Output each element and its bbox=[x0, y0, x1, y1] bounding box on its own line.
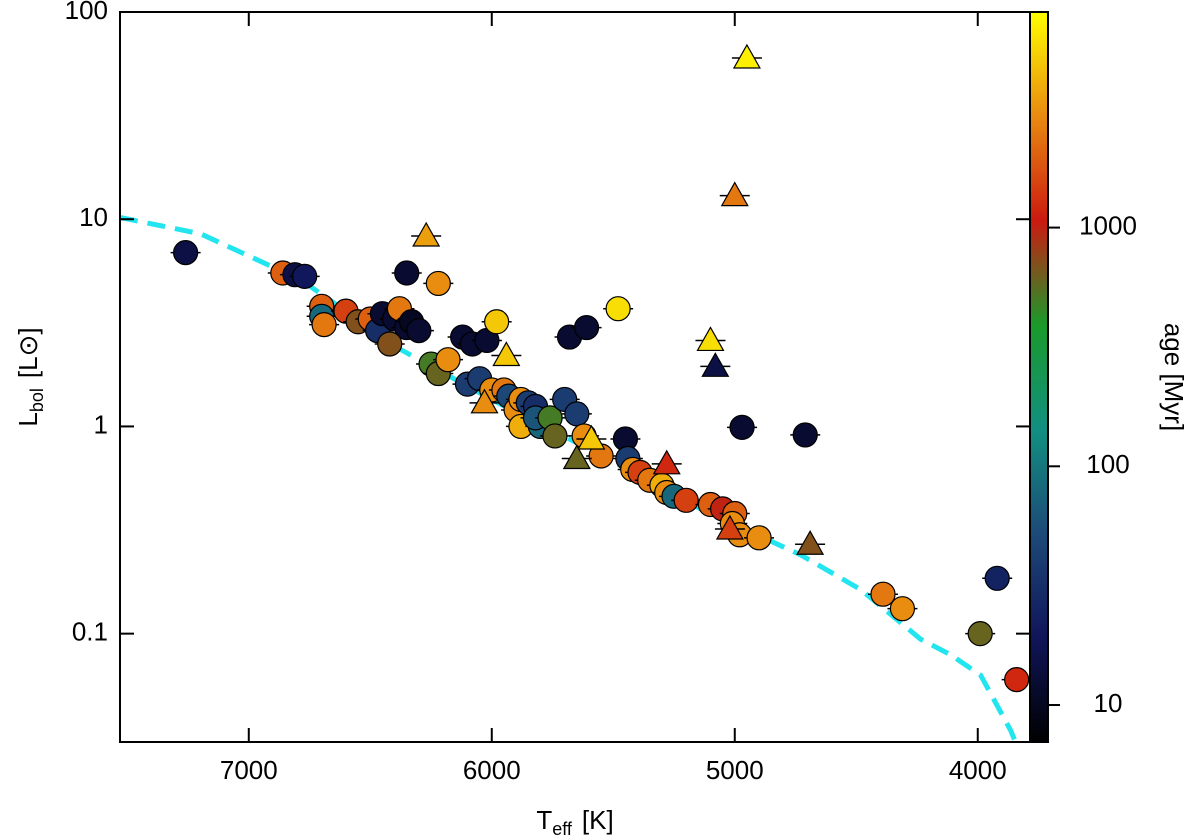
circle-point bbox=[173, 240, 199, 266]
y-axis-label: Lbol [L⊙] bbox=[13, 327, 47, 426]
y-label-unit: [L⊙] bbox=[13, 327, 43, 378]
x-label-main: T bbox=[536, 805, 552, 835]
circle-point bbox=[292, 263, 318, 289]
circle-point bbox=[1004, 667, 1030, 693]
x-tick-label: 6000 bbox=[463, 755, 521, 785]
plot-frame bbox=[119, 11, 1031, 743]
colorbar-label: age [Myr] bbox=[1159, 323, 1189, 431]
circle-point bbox=[564, 401, 590, 427]
y-tick-label: 0.1 bbox=[72, 617, 108, 647]
circle-point bbox=[870, 581, 896, 607]
y-tick-label: 10 bbox=[79, 202, 108, 232]
model-curve bbox=[120, 214, 1018, 742]
circle-point bbox=[573, 314, 600, 341]
circle-point bbox=[435, 347, 461, 373]
y-label-sub: bol bbox=[27, 388, 47, 412]
circle-point bbox=[394, 260, 420, 286]
circle-point bbox=[484, 309, 510, 335]
y-label-main: L bbox=[13, 412, 43, 426]
triangle-point bbox=[652, 449, 681, 475]
circle-point bbox=[889, 596, 916, 622]
triangle-point bbox=[470, 388, 499, 414]
triangle-point bbox=[562, 444, 591, 470]
plot-area bbox=[120, 43, 1032, 742]
circle-point bbox=[311, 312, 337, 338]
colorbar-tick-label: 10 bbox=[1094, 688, 1123, 718]
circle-point bbox=[425, 270, 451, 297]
x-axis-label: Teff [K] bbox=[536, 805, 613, 839]
circle-point bbox=[792, 422, 818, 448]
colorbar-tick-label: 100 bbox=[1086, 449, 1129, 479]
circle-point bbox=[967, 621, 993, 647]
x-label-unit: [K] bbox=[582, 805, 614, 835]
circle-point bbox=[746, 525, 772, 551]
triangle-point bbox=[412, 221, 441, 247]
circle-point bbox=[605, 296, 631, 322]
colorbar-tick-label: 1000 bbox=[1079, 210, 1137, 240]
triangle-point bbox=[720, 181, 749, 207]
circle-point bbox=[406, 318, 432, 344]
circle-point bbox=[377, 331, 403, 357]
triangle-point bbox=[732, 43, 761, 69]
x-label-sub: eff bbox=[552, 819, 573, 839]
circle-point bbox=[542, 423, 568, 449]
triangle-point bbox=[715, 514, 744, 540]
triangle-point bbox=[696, 326, 725, 352]
triangle-point bbox=[701, 352, 730, 377]
y-tick-label: 100 bbox=[65, 0, 108, 25]
triangle-point bbox=[492, 341, 521, 367]
x-tick-label: 4000 bbox=[949, 755, 1007, 785]
circle-point bbox=[729, 414, 755, 440]
triangle-point bbox=[577, 424, 606, 450]
x-tick-label: 7000 bbox=[220, 755, 278, 785]
circle-point bbox=[984, 565, 1010, 591]
triangle-point bbox=[796, 530, 825, 555]
circle-point bbox=[673, 487, 699, 513]
x-tick-label: 5000 bbox=[706, 755, 764, 785]
colorbar bbox=[1029, 11, 1049, 743]
y-tick-label: 1 bbox=[94, 409, 108, 439]
